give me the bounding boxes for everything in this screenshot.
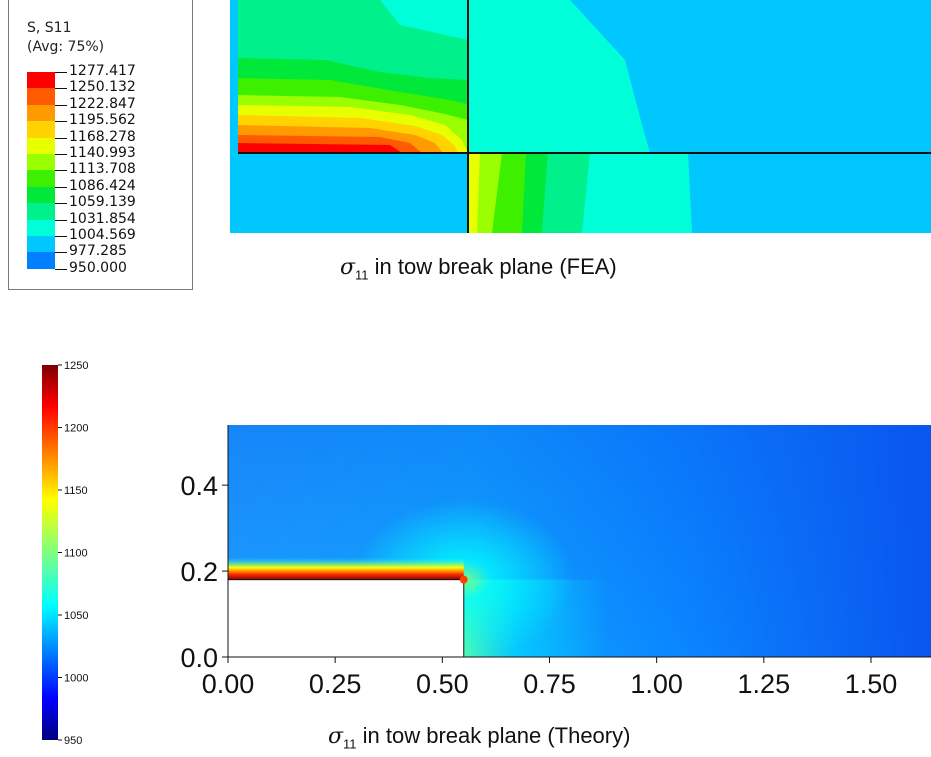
fea-band-lower-cyan: [582, 153, 655, 233]
fea-legend-swatch: [27, 170, 55, 187]
broken-tow-region: [227, 579, 465, 658]
colorbar-tick-label: 1050: [64, 610, 88, 622]
fea-caption: σ11 in tow break plane (FEA): [340, 254, 617, 282]
fea-legend-value: 1168.278: [69, 128, 136, 145]
fea-legend-swatch: [27, 137, 55, 154]
fea-contour-plot: [230, 0, 931, 233]
theory-heatmap-plot: 0.00 0.25 0.50 0.75 1.00 1.25 1.50 0.0 0.2 0.4: [180, 425, 931, 699]
fea-legend-tick: [55, 268, 67, 270]
y-tick-label: 0.0: [180, 643, 218, 673]
fea-legend-swatch: [27, 121, 55, 138]
fea-legend-value: 1059.139: [69, 194, 136, 211]
fea-caption-sub: 11: [355, 267, 369, 283]
fea-legend-tick: [55, 154, 67, 155]
fea-band-lower-aqua: [542, 153, 590, 233]
fea-legend-value: 1113.708: [69, 161, 136, 178]
fea-legend-swatch: [27, 186, 55, 204]
colorbar-tick-label: 1200: [64, 423, 88, 435]
fea-legend-tick: [55, 203, 67, 205]
fea-legend-swatch: [27, 219, 55, 236]
y-tick-label: 0.2: [180, 557, 218, 587]
colorbar-tick-label: 1150: [64, 485, 88, 497]
fea-legend-swatch: [27, 236, 55, 253]
fea-legend-title: S, S11: [27, 20, 72, 36]
field-break-tip: [459, 575, 468, 584]
colorbar-tick-label: 1250: [64, 360, 88, 372]
colorbar-ticks: 1250 1200 1150 1100 1050 1000 950: [58, 360, 88, 747]
fea-legend-swatch: [27, 88, 55, 105]
fea-legend-value: 1086.424: [69, 177, 136, 194]
fea-legend-tick: [55, 121, 67, 123]
x-tick-label: 1.50: [845, 669, 898, 699]
fea-legend-value: 1140.993: [69, 145, 136, 161]
fea-legend-value: 950.000: [69, 259, 127, 276]
fea-legend-swatch: [27, 252, 55, 269]
theory-field: [227, 425, 931, 660]
theory-caption-symbol: σ: [328, 724, 344, 749]
fea-caption-symbol: σ: [340, 255, 356, 280]
fea-region-cyan-top: [238, 0, 468, 40]
x-tick-label: 0.00: [202, 669, 255, 699]
fea-legend-tick: [55, 137, 67, 139]
fea-legend-value: 1250.132: [69, 79, 136, 96]
colorbar-tick-label: 1100: [64, 548, 88, 560]
fea-legend-tick: [55, 72, 67, 73]
x-tick-label: 0.50: [416, 669, 469, 699]
fea-legend-value: 1031.854: [69, 210, 136, 227]
theory-caption: σ11 in tow break plane (Theory): [328, 723, 630, 751]
fea-legend-tick: [55, 252, 67, 254]
fea-legend-tick: [55, 88, 67, 90]
fea-legend-value: 1195.562: [69, 112, 136, 129]
fea-band-lower-yellow: [468, 153, 480, 233]
fea-legend-subtitle: (Avg: 75%): [27, 39, 105, 55]
fea-legend-tick: [55, 236, 67, 237]
fea-legend-tick: [55, 104, 67, 106]
fea-legend-tick: [55, 219, 67, 221]
x-tick-label: 0.75: [523, 669, 576, 699]
fea-legend-value: 1004.569: [69, 227, 136, 243]
x-tick-label: 1.00: [630, 669, 683, 699]
fea-legend-swatch: [27, 72, 55, 89]
theory-caption-sub: 11: [343, 736, 357, 752]
colorbar-tick-label: 1000: [64, 673, 88, 685]
theory-colorbar: 1250 1200 1150 1100 1050 1000 950: [42, 360, 88, 747]
fea-caption-text: in tow break plane (FEA): [368, 254, 617, 279]
fea-legend-value: 1277.417: [69, 63, 136, 79]
theory-caption-text: in tow break plane (Theory): [356, 723, 631, 748]
theory-axes: 0.00 0.25 0.50 0.75 1.00 1.25 1.50 0.0 0.2 0.4: [180, 425, 931, 699]
colorbar-tick-label: 950: [64, 735, 82, 747]
colorbar-gradient: [42, 365, 58, 740]
fea-legend-swatch: [27, 154, 55, 171]
x-tick-label: 1.25: [738, 669, 791, 699]
fea-legend-value: 1222.847: [69, 95, 136, 112]
fea-legend-swatch: [27, 104, 55, 122]
x-tick-label: 0.25: [309, 669, 362, 699]
fea-legend-swatch: [27, 203, 55, 220]
fea-legend-tick: [55, 186, 67, 188]
field-tow-edge-band: [228, 557, 464, 580]
fea-legend-value: 977.285: [69, 243, 127, 260]
fea-legend: S, S11 (Avg: 75%) 1277.417 1250.132 1222.8…: [8, 0, 193, 290]
fea-band-red: [238, 143, 402, 153]
fea-legend-tick: [55, 170, 67, 172]
y-tick-label: 0.4: [180, 471, 218, 501]
